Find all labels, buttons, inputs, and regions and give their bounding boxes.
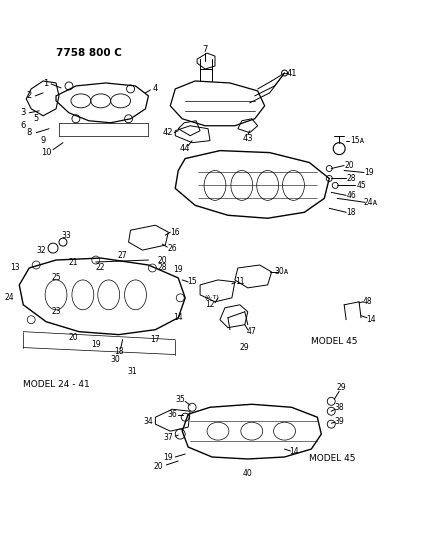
Text: 32: 32 <box>36 246 46 255</box>
Text: 16: 16 <box>170 228 180 237</box>
Text: 6: 6 <box>21 121 26 130</box>
Text: 15ᴀ: 15ᴀ <box>350 136 364 145</box>
Text: 29: 29 <box>336 383 346 392</box>
Text: 34: 34 <box>143 417 153 426</box>
Text: 14: 14 <box>173 313 183 322</box>
Text: 9: 9 <box>41 136 46 145</box>
Text: 37: 37 <box>163 433 173 442</box>
Text: 41: 41 <box>286 69 297 77</box>
Text: 44: 44 <box>180 144 190 153</box>
Text: 40: 40 <box>243 470 253 479</box>
Text: 36: 36 <box>167 410 177 419</box>
Text: 38: 38 <box>334 403 344 412</box>
Text: 27: 27 <box>118 251 128 260</box>
Text: 28: 28 <box>158 263 167 272</box>
Text: 30: 30 <box>111 355 121 364</box>
Text: 46: 46 <box>346 191 356 200</box>
Text: 12: 12 <box>205 300 215 309</box>
Text: 8: 8 <box>27 128 32 137</box>
Text: 14: 14 <box>290 447 299 456</box>
Text: 45: 45 <box>356 181 366 190</box>
Text: 20: 20 <box>154 463 163 472</box>
Text: 26: 26 <box>167 244 177 253</box>
Text: 2: 2 <box>27 91 32 100</box>
Text: 19: 19 <box>364 168 374 177</box>
Text: 17: 17 <box>151 335 160 344</box>
Text: 24ᴀ: 24ᴀ <box>364 198 378 207</box>
Text: 18: 18 <box>114 347 123 356</box>
Text: 7: 7 <box>202 45 208 54</box>
Text: 19: 19 <box>91 340 101 349</box>
Text: 42: 42 <box>163 128 173 137</box>
Text: 31: 31 <box>128 367 137 376</box>
Text: 19: 19 <box>163 453 173 462</box>
Text: 48: 48 <box>362 297 372 306</box>
Text: 15: 15 <box>187 277 197 286</box>
Text: 24: 24 <box>5 293 14 302</box>
Text: MODEL 45: MODEL 45 <box>311 337 358 346</box>
Text: 10: 10 <box>41 148 51 157</box>
Text: 20: 20 <box>68 333 78 342</box>
Text: 22: 22 <box>96 263 105 272</box>
Text: 21: 21 <box>68 257 77 266</box>
Text: 43: 43 <box>243 134 253 143</box>
Text: 35: 35 <box>175 395 185 404</box>
Text: 5: 5 <box>33 114 39 123</box>
Text: 11: 11 <box>235 277 244 286</box>
Text: 25: 25 <box>51 273 61 282</box>
Text: 18: 18 <box>346 208 356 217</box>
Text: (A·T): (A·T) <box>205 295 220 300</box>
Text: 13: 13 <box>10 263 20 272</box>
Text: 7758 800 C: 7758 800 C <box>56 48 122 58</box>
Text: 20: 20 <box>158 255 167 264</box>
Text: MODEL 45: MODEL 45 <box>309 455 356 464</box>
Text: 39: 39 <box>334 417 344 426</box>
Text: 33: 33 <box>61 231 71 240</box>
Text: 23: 23 <box>51 307 61 316</box>
Text: MODEL 24 - 41: MODEL 24 - 41 <box>23 380 90 389</box>
Text: 20: 20 <box>344 161 354 170</box>
Text: 1: 1 <box>44 79 49 88</box>
Text: 30ᴀ: 30ᴀ <box>274 268 288 277</box>
Text: 19: 19 <box>173 265 183 274</box>
Text: 14: 14 <box>366 315 376 324</box>
Text: 28: 28 <box>346 174 356 183</box>
Text: 29: 29 <box>240 343 250 352</box>
Text: 3: 3 <box>21 108 26 117</box>
Text: 47: 47 <box>247 327 257 336</box>
Text: 4: 4 <box>153 84 158 93</box>
